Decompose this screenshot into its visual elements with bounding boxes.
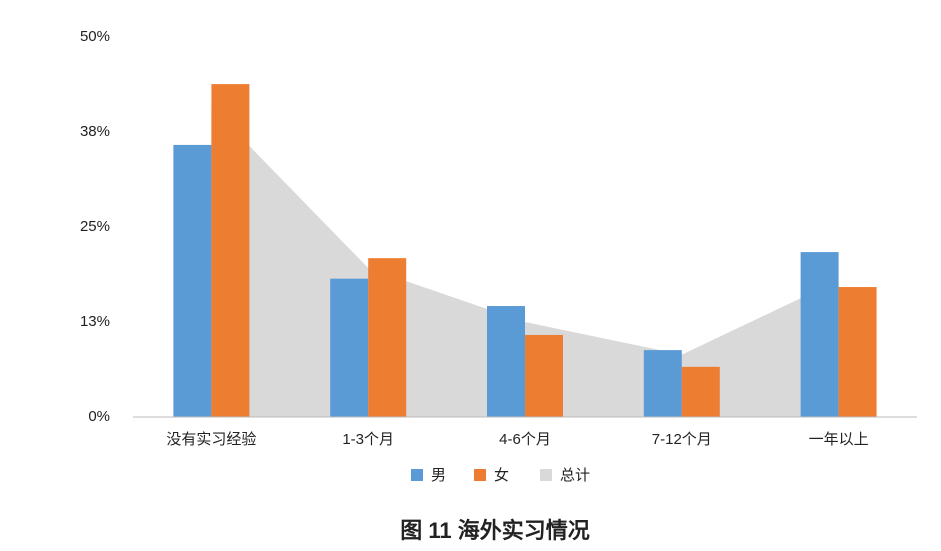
bar — [173, 144, 212, 418]
y-tick-label: 38% — [80, 123, 110, 140]
bar — [800, 252, 839, 417]
bar — [681, 366, 720, 417]
x-tick-label: 4-6个月 — [499, 431, 551, 448]
legend-swatch — [474, 469, 486, 481]
y-tick-label: 50% — [80, 28, 110, 45]
y-tick-label: 13% — [80, 313, 110, 330]
bar — [525, 334, 563, 417]
x-tick-label: 一年以上 — [809, 431, 869, 448]
bar — [330, 278, 369, 417]
bar — [487, 306, 525, 417]
legend-swatch — [411, 469, 423, 481]
bar — [838, 287, 877, 417]
y-tick-label: 25% — [80, 218, 110, 235]
bar — [211, 84, 250, 418]
legend-label: 总计 — [560, 467, 590, 484]
x-tick-label: 7-12个月 — [652, 431, 712, 448]
y-tick-label: 0% — [88, 408, 110, 425]
legend-label: 女 — [494, 466, 509, 484]
chart-title: 图 11 海外实习情况 — [400, 518, 589, 543]
x-tick-label: 1-3个月 — [342, 431, 394, 448]
legend-swatch — [540, 469, 552, 481]
bar — [643, 350, 682, 417]
bar — [368, 258, 407, 417]
legend-label: 男 — [431, 467, 446, 484]
x-tick-label: 没有实习经验 — [166, 431, 256, 448]
